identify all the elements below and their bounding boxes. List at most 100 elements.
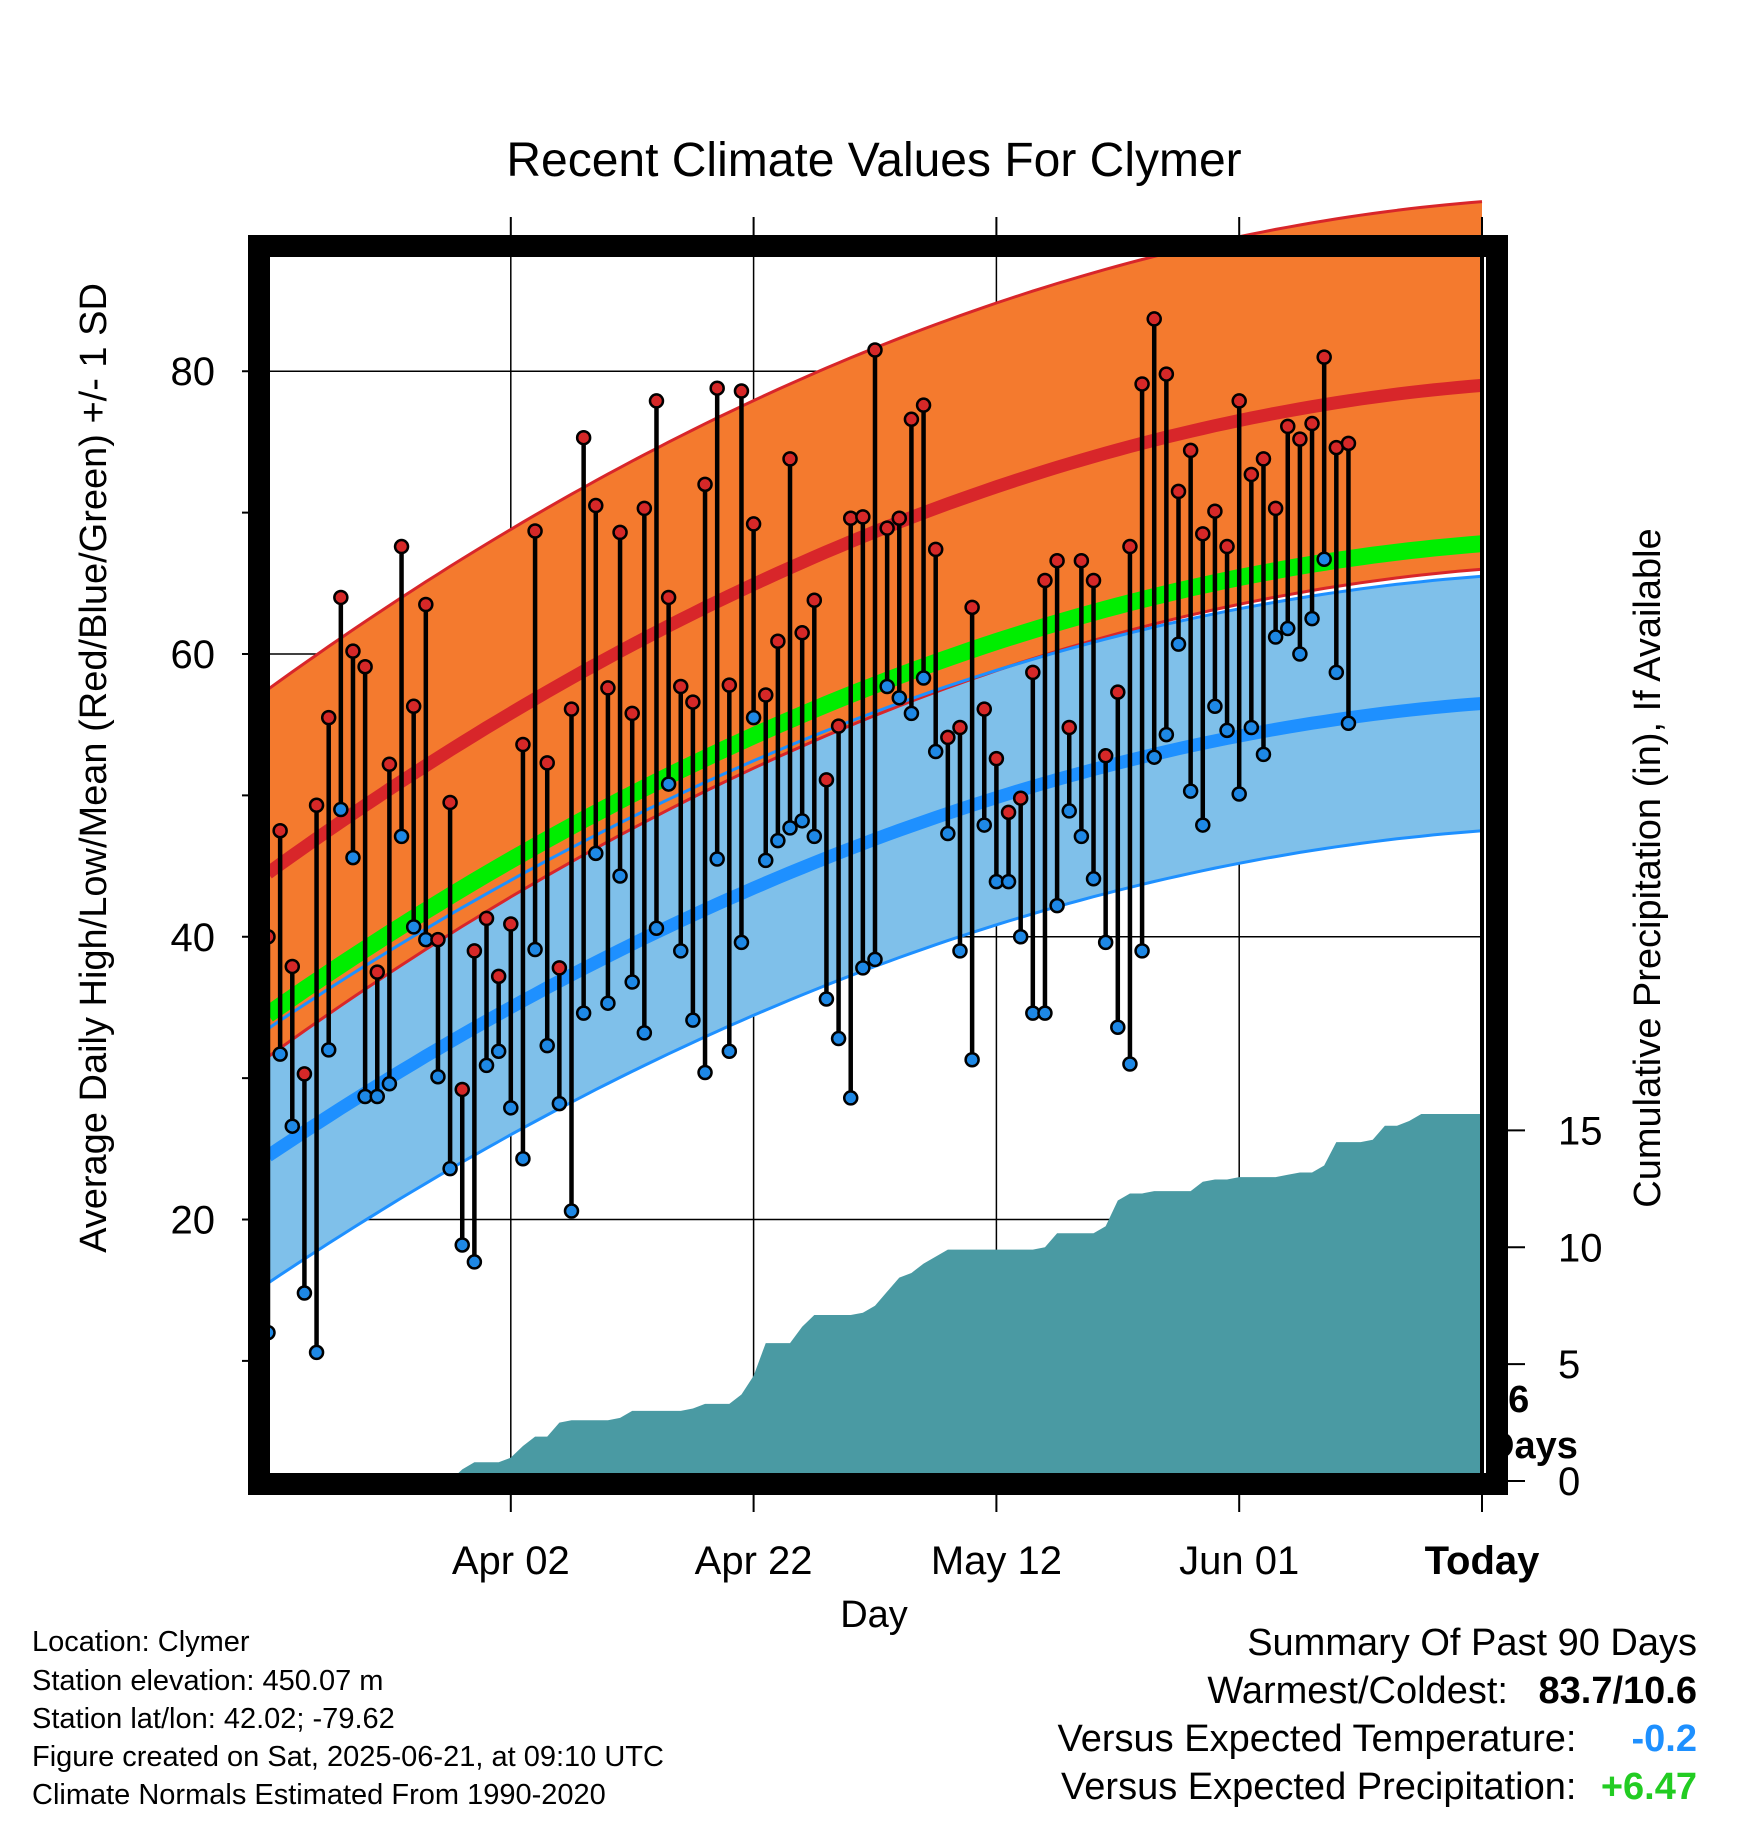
daily-high-point bbox=[903, 411, 920, 428]
y-right-tick-label: 5 bbox=[1558, 1343, 1580, 1387]
daily-high-point bbox=[454, 1081, 470, 1098]
daily-low-point bbox=[1073, 828, 1090, 845]
daily-high-point bbox=[612, 524, 628, 541]
daily-low-point bbox=[1097, 934, 1114, 951]
daily-high-point bbox=[1025, 664, 1041, 681]
daily-high-point bbox=[308, 797, 325, 814]
daily-high-point bbox=[660, 589, 677, 606]
daily-low-point bbox=[636, 1025, 653, 1041]
daily-high-point bbox=[466, 943, 483, 959]
daily-high-point bbox=[515, 736, 531, 753]
daily-high-point bbox=[976, 701, 993, 717]
daily-low-point bbox=[879, 678, 895, 695]
axis-ticks: 20 40 60 80 0 5 10 15 Apr 02 Apr 22 May 12 Jun 01 To… bbox=[171, 217, 1603, 1583]
daily-high-point bbox=[357, 658, 373, 675]
daily-high-point bbox=[1207, 503, 1223, 519]
daily-low-point bbox=[624, 974, 640, 990]
daily-low-point bbox=[964, 1052, 980, 1068]
daily-low-point bbox=[1000, 873, 1017, 890]
daily-low-point bbox=[588, 845, 604, 862]
daily-high-point bbox=[1037, 572, 1053, 589]
climate-normals-note: Climate Normals Estimated From 1990-2020 bbox=[32, 1779, 606, 1811]
daily-low-point bbox=[673, 943, 689, 959]
y-right-tick-label: 0 bbox=[1558, 1460, 1580, 1504]
daily-low-point bbox=[1061, 803, 1077, 819]
daily-low-point bbox=[1085, 871, 1102, 887]
daily-high-point bbox=[806, 592, 823, 609]
daily-high-point bbox=[1122, 538, 1138, 555]
x-tick-label: Today bbox=[1425, 1539, 1541, 1583]
daily-low-point bbox=[272, 1046, 288, 1062]
daily-high-point bbox=[575, 429, 592, 446]
plot-border bbox=[248, 235, 1508, 1495]
daily-low-point bbox=[915, 670, 932, 686]
daily-low-point bbox=[284, 1118, 301, 1134]
daily-high-point bbox=[320, 709, 337, 726]
summary-heading: Summary Of Past 90 Days bbox=[1247, 1622, 1697, 1664]
daily-high-point bbox=[697, 476, 713, 493]
daily-low-point bbox=[478, 1057, 495, 1074]
daily-low-point bbox=[1243, 719, 1260, 736]
daily-high-point bbox=[636, 500, 653, 517]
daily-high-point bbox=[927, 541, 944, 558]
daily-high-point bbox=[1170, 483, 1187, 500]
daily-low-point bbox=[1182, 783, 1199, 799]
x-axis-label: Day bbox=[840, 1594, 908, 1636]
daily-low-point bbox=[1122, 1056, 1138, 1072]
daily-low-point bbox=[551, 1095, 568, 1112]
daily-low-point bbox=[1219, 722, 1235, 739]
warmest-coldest-label: Warmest/Coldest: bbox=[1207, 1670, 1508, 1712]
daily-high-point bbox=[393, 538, 410, 555]
daily-low-point bbox=[927, 743, 944, 760]
daily-high-point bbox=[563, 701, 580, 717]
daily-high-point bbox=[333, 589, 349, 606]
daily-high-point bbox=[1316, 349, 1332, 365]
daily-low-point bbox=[940, 825, 956, 842]
daily-low-point bbox=[794, 813, 810, 829]
daily-low-point bbox=[648, 920, 665, 937]
daily-low-point bbox=[1158, 726, 1175, 743]
daily-high-point bbox=[1012, 790, 1029, 806]
daily-high-point bbox=[830, 718, 847, 734]
daily-low-point bbox=[1292, 646, 1308, 662]
daily-low-point bbox=[490, 1043, 507, 1060]
plot-frame bbox=[248, 235, 1508, 1495]
daily-low-point bbox=[454, 1237, 470, 1253]
daily-high-point bbox=[782, 451, 798, 467]
daily-high-point bbox=[1280, 418, 1296, 435]
daily-low-point bbox=[952, 943, 968, 959]
daily-high-point bbox=[867, 342, 883, 358]
daily-low-point bbox=[503, 1100, 519, 1116]
daily-low-point bbox=[575, 1005, 592, 1021]
figure-created: Figure created on Sat, 2025-06-21, at 09… bbox=[32, 1741, 664, 1773]
daily-high-point bbox=[733, 383, 750, 399]
daily-low-point bbox=[466, 1254, 483, 1270]
y-left-tick-label: 80 bbox=[171, 350, 216, 394]
daily-low-point bbox=[1012, 929, 1029, 945]
y-right-tick-label: 15 bbox=[1558, 1109, 1603, 1153]
daily-low-point bbox=[745, 709, 762, 726]
daily-high-point bbox=[855, 509, 871, 525]
daily-high-point bbox=[551, 960, 568, 976]
daily-low-point bbox=[369, 1088, 386, 1105]
daily-low-point bbox=[709, 851, 725, 867]
summary-temperature: Versus Expected Temperature: -0.2 bbox=[1058, 1720, 1697, 1758]
daily-low-point bbox=[1110, 1019, 1126, 1035]
daily-low-point bbox=[405, 919, 422, 935]
temperature-value: -0.2 bbox=[1631, 1718, 1697, 1760]
y-axis-left-label: Average Daily High/Low/Mean (Red/Blue/Gr… bbox=[73, 283, 115, 1253]
daily-high-point bbox=[527, 523, 543, 539]
daily-low-point bbox=[527, 941, 543, 958]
daily-high-point bbox=[673, 678, 689, 695]
summary-precipitation: Versus Expected Precipitation: +6.47 bbox=[1061, 1768, 1697, 1806]
daily-low-point bbox=[1207, 698, 1223, 715]
daily-high-point bbox=[405, 698, 422, 715]
y-left-tick-label: 40 bbox=[171, 916, 216, 960]
daily-high-point bbox=[757, 687, 774, 703]
daily-high-point bbox=[478, 910, 495, 927]
daily-high-point bbox=[1085, 572, 1102, 589]
daily-high-point bbox=[1049, 552, 1065, 569]
daily-low-point bbox=[842, 1090, 859, 1106]
daily-high-point bbox=[345, 643, 361, 659]
daily-low-point bbox=[721, 1043, 738, 1060]
